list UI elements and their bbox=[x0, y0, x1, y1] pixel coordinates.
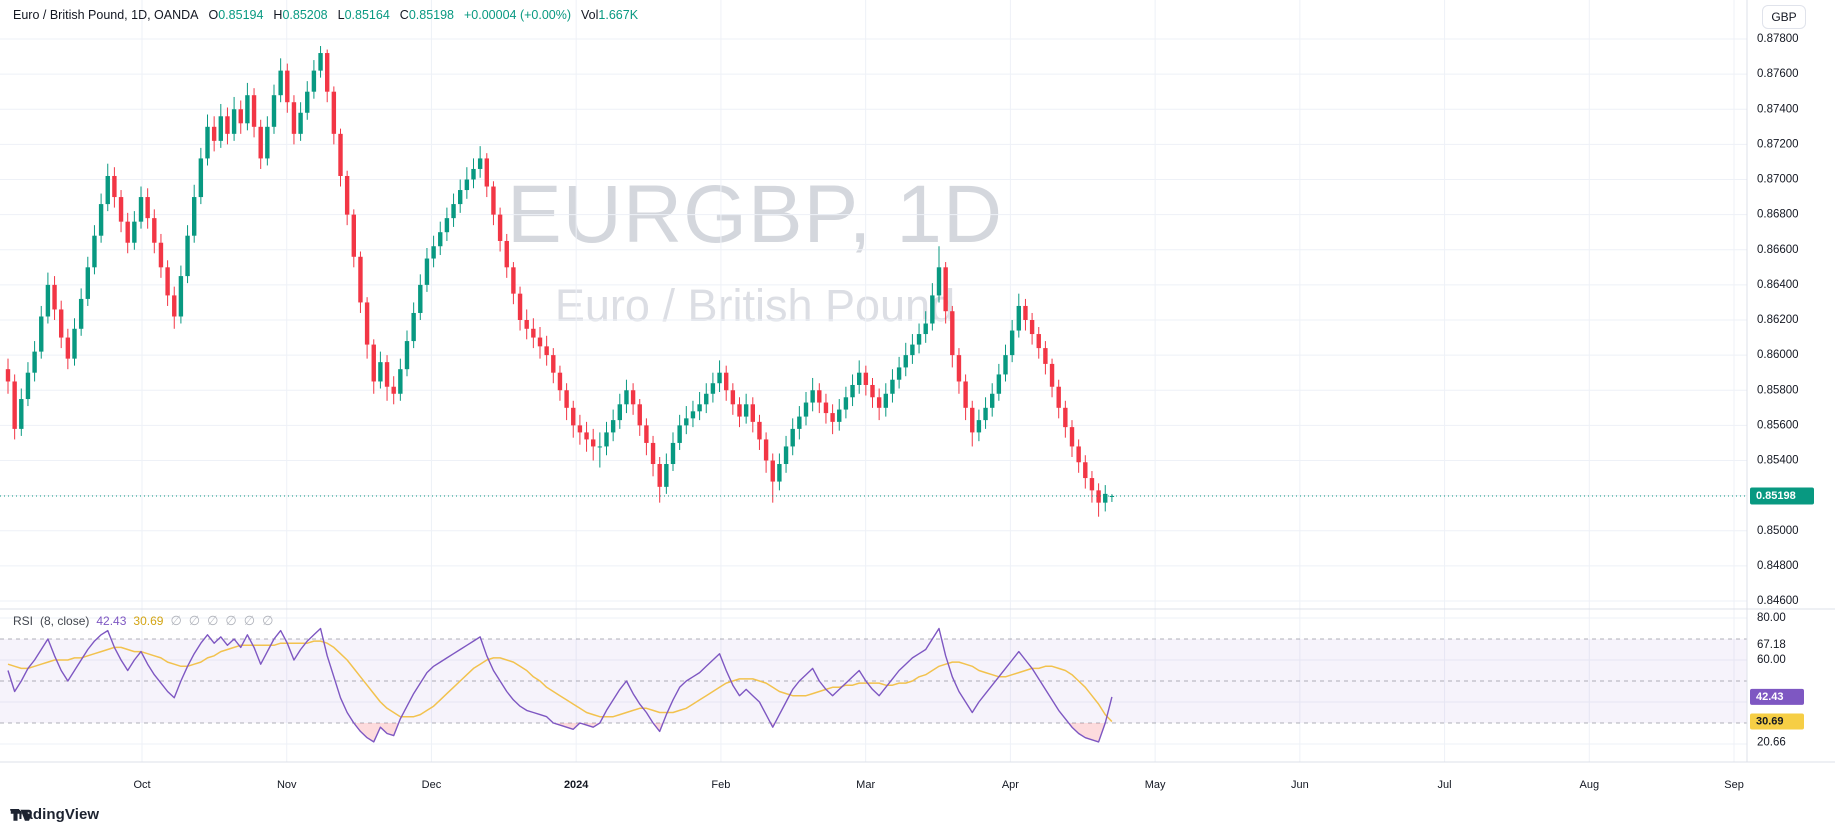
price-axis-tick: 0.87200 bbox=[1757, 138, 1799, 150]
indicator-action-icon[interactable]: ∅ bbox=[170, 613, 182, 628]
tradingview-logo[interactable]: TradingView bbox=[10, 806, 99, 823]
price-axis-tick: 0.85600 bbox=[1757, 419, 1799, 431]
time-axis-label: Jun bbox=[1291, 779, 1309, 791]
rsi-line bbox=[7, 627, 1113, 743]
price-axis-tick: 0.86800 bbox=[1757, 209, 1799, 221]
time-axis-label: Dec bbox=[422, 779, 442, 791]
svg-text:42.43: 42.43 bbox=[1756, 691, 1784, 703]
tradingview-logo-text: TradingView bbox=[10, 806, 100, 823]
rsi-axis-tick: 20.66 bbox=[1757, 737, 1786, 749]
quote-close: C0.85198 bbox=[399, 8, 454, 22]
time-axis-label: May bbox=[1145, 779, 1166, 791]
indicator-action-icon[interactable]: ∅ bbox=[188, 613, 201, 628]
svg-text:0.85198: 0.85198 bbox=[1756, 490, 1796, 502]
price-axis-tick: 0.87800 bbox=[1757, 33, 1799, 45]
rsi-axis-tick: 60.00 bbox=[1757, 654, 1786, 666]
symbol-title[interactable]: Euro / British Pound, 1D, OANDA bbox=[13, 8, 199, 22]
rsi-plot bbox=[7, 627, 1113, 743]
rsi-indicator-title[interactable]: RSI bbox=[13, 614, 34, 628]
last-price-badge bbox=[1750, 487, 1814, 505]
price-axis-tick: 0.86200 bbox=[1757, 314, 1799, 326]
rsi-axis[interactable]: 80.00 67.18 60.00 20.66 42.43 30.69 bbox=[1750, 612, 1804, 749]
gridlines bbox=[0, 0, 1747, 762]
indicator-action-icon[interactable]: ∅ bbox=[207, 613, 219, 628]
price-axis-tick: 0.85400 bbox=[1757, 455, 1799, 467]
price-axis-tick: 0.86000 bbox=[1757, 349, 1799, 361]
time-axis-label: Sep bbox=[1724, 779, 1744, 791]
rsi-axis-tick: 80.00 bbox=[1757, 612, 1786, 624]
indicator-action-icon[interactable]: ∅ bbox=[225, 613, 237, 628]
rsi-indicator-legend[interactable]: RSI (8, close) 42.43 30.69 ∅ ∅ ∅ ∅ ∅ ∅ bbox=[13, 613, 273, 629]
time-axis-label: Oct bbox=[133, 779, 150, 791]
price-axis-tick: 0.86400 bbox=[1757, 279, 1799, 291]
rsi-indicator-params: (8, close) bbox=[40, 614, 90, 628]
rsi-axis-tick: 67.18 bbox=[1757, 639, 1786, 651]
indicator-action-icons: ∅ ∅ ∅ ∅ ∅ ∅ bbox=[170, 613, 273, 629]
time-axis-label: Jul bbox=[1438, 779, 1452, 791]
time-axis-label: Nov bbox=[277, 779, 297, 791]
rsi-ma-line bbox=[7, 640, 1113, 723]
candlestick-series bbox=[5, 46, 1115, 517]
quote-open: O0.85194 bbox=[208, 8, 264, 22]
price-axis-tick: 0.86600 bbox=[1757, 244, 1799, 256]
price-axis-tick: 0.87400 bbox=[1757, 103, 1799, 115]
price-axis[interactable]: 0.87800 0.87600 0.87400 0.87200 0.87000 0.868… bbox=[1757, 33, 1799, 607]
price-axis-tick: 0.84800 bbox=[1757, 560, 1799, 572]
last-price-marker: 0.85198 bbox=[0, 487, 1814, 505]
quote-high: H0.85208 bbox=[273, 8, 328, 22]
price-axis-tick: 0.84600 bbox=[1757, 595, 1799, 607]
time-axis-label: Aug bbox=[1580, 779, 1600, 791]
price-axis-tick: 0.85000 bbox=[1757, 525, 1799, 537]
price-axis-tick: 0.87000 bbox=[1757, 174, 1799, 186]
svg-text:30.69: 30.69 bbox=[1756, 716, 1784, 728]
rsi-value-badge bbox=[1750, 688, 1804, 705]
rsi-ma-value-badge bbox=[1750, 713, 1804, 730]
time-axis-label: Feb bbox=[711, 779, 730, 791]
price-axis-tick: 0.85800 bbox=[1757, 384, 1799, 396]
quote-volume: Vol1.667K bbox=[581, 8, 639, 22]
time-axis-label: Mar bbox=[856, 779, 875, 791]
price-axis-tick: 0.87600 bbox=[1757, 68, 1799, 80]
time-axis-label: Apr bbox=[1002, 779, 1019, 791]
rsi-ma-value-readout: 30.69 bbox=[133, 614, 164, 628]
rsi-oversold-fill bbox=[353, 723, 1106, 742]
symbol-info-bar[interactable]: Euro / British Pound, 1D, OANDA O0.85194… bbox=[13, 8, 638, 22]
pane-separators[interactable] bbox=[0, 0, 1835, 763]
indicator-action-icon[interactable]: ∅ bbox=[262, 613, 274, 628]
currency-unit-button[interactable]: GBP bbox=[1762, 5, 1806, 29]
rsi-value-readout: 42.43 bbox=[96, 614, 127, 628]
time-axis-label: 2024 bbox=[564, 779, 589, 791]
time-axis[interactable]: Oct Nov Dec 2024 Feb Mar Apr May Jun Jul Aug Sep bbox=[133, 779, 1743, 791]
rsi-band bbox=[0, 638, 1747, 724]
tradingview-logo-icon bbox=[10, 809, 32, 821]
quote-change: +0.00004 (+0.00%) bbox=[464, 8, 572, 22]
quote-low: L0.85164 bbox=[337, 8, 390, 22]
indicator-action-icon[interactable]: ∅ bbox=[243, 613, 256, 628]
